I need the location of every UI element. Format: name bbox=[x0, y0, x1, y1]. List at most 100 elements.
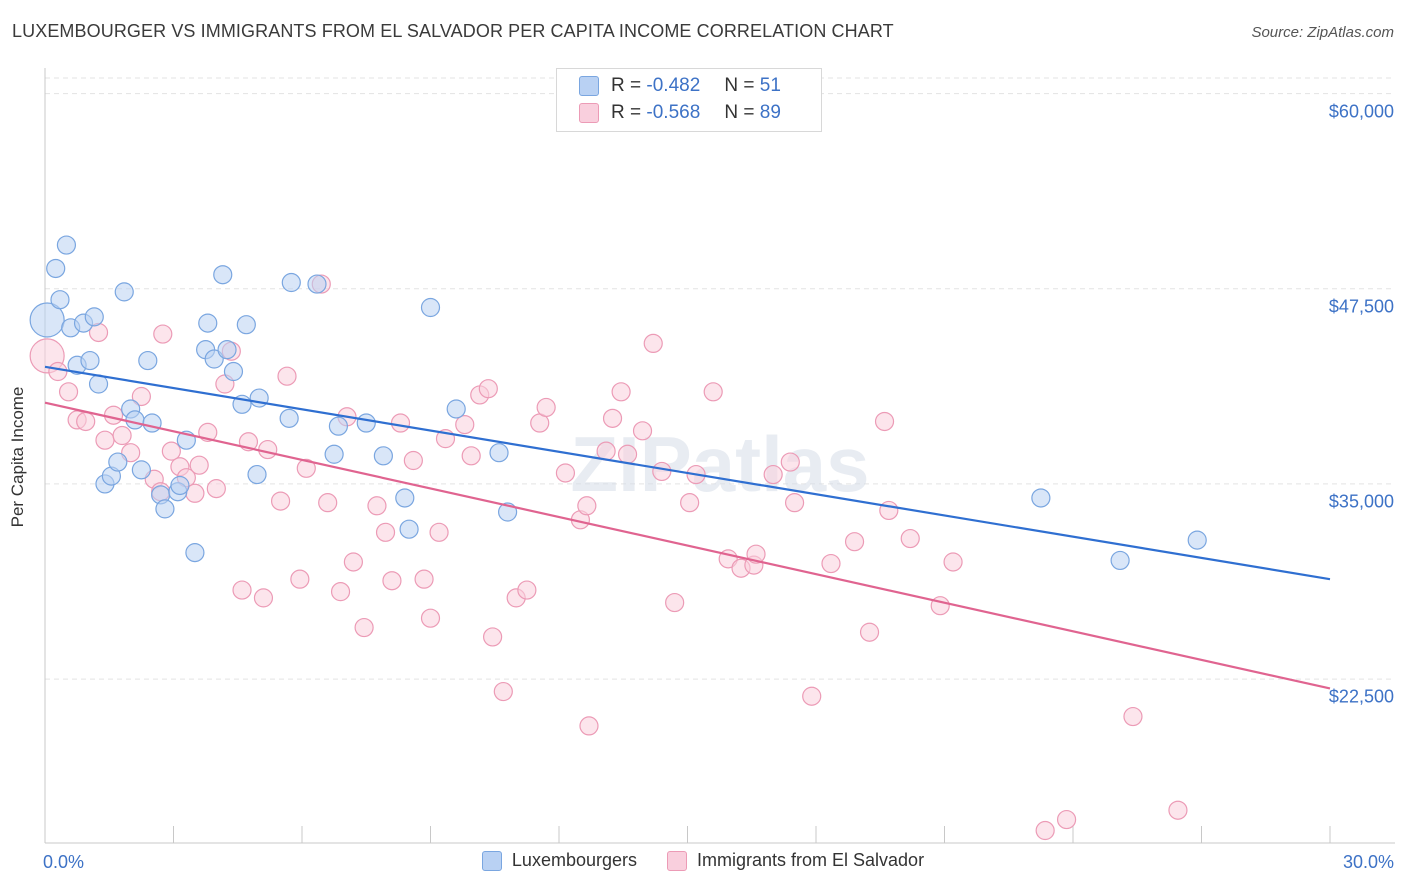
data-point bbox=[703, 382, 723, 402]
data-point bbox=[142, 413, 162, 433]
legend-item-luxembourgers[interactable]: Luxembourgers bbox=[481, 850, 637, 871]
data-point bbox=[185, 543, 205, 563]
watermark-text: ZIPatlas bbox=[570, 420, 869, 508]
legend-label: Immigrants from El Salvador bbox=[697, 850, 925, 870]
data-point bbox=[375, 522, 396, 542]
data-point bbox=[223, 361, 244, 382]
data-point bbox=[900, 528, 920, 549]
data-point bbox=[461, 446, 481, 466]
source-credit: Source: ZipAtlas.com bbox=[1251, 24, 1394, 41]
data-point bbox=[478, 379, 498, 399]
data-point bbox=[611, 382, 631, 402]
data-point bbox=[382, 571, 402, 591]
data-point bbox=[270, 491, 291, 511]
series-legend: Luxembourgers Immigrants from El Salvado… bbox=[0, 850, 1406, 871]
n-label: N = bbox=[724, 102, 755, 123]
legend-row-luxembourgers: R = -0.482 N = 51 bbox=[579, 74, 781, 98]
data-point bbox=[290, 569, 310, 589]
n-value: 89 bbox=[759, 102, 781, 123]
data-point bbox=[198, 313, 218, 333]
data-point bbox=[206, 479, 226, 499]
data-point bbox=[1187, 530, 1207, 550]
y-axis-label: Per Capita Income bbox=[8, 386, 27, 528]
data-point bbox=[420, 297, 441, 318]
data-point bbox=[108, 452, 128, 472]
data-point bbox=[318, 493, 338, 513]
data-point bbox=[48, 361, 68, 382]
data-point bbox=[125, 410, 145, 430]
n-value: 51 bbox=[759, 75, 781, 96]
data-point bbox=[213, 265, 233, 285]
data-point bbox=[446, 399, 466, 419]
legend-label: Luxembourgers bbox=[511, 850, 637, 870]
data-point bbox=[324, 444, 344, 464]
data-point bbox=[617, 444, 638, 464]
pink-swatch-icon bbox=[579, 103, 599, 123]
data-point bbox=[161, 441, 181, 461]
data-point bbox=[455, 414, 475, 435]
data-point bbox=[131, 386, 151, 407]
data-point bbox=[236, 315, 256, 335]
data-point bbox=[343, 552, 363, 572]
trend-line-luxembourgers bbox=[44, 365, 1331, 581]
data-point bbox=[76, 411, 96, 432]
data-point bbox=[1031, 488, 1051, 508]
data-point bbox=[217, 340, 237, 360]
series-luxembourgers bbox=[29, 235, 1207, 571]
legend-item-el-salvador[interactable]: Immigrants from El Salvador bbox=[667, 850, 924, 871]
data-point bbox=[296, 458, 316, 478]
data-point bbox=[1110, 550, 1130, 571]
data-point bbox=[373, 446, 393, 466]
data-point bbox=[632, 421, 653, 441]
data-point bbox=[121, 443, 141, 463]
data-point bbox=[489, 443, 509, 463]
data-point bbox=[155, 499, 175, 519]
y-tick-label: $35,000 bbox=[1328, 491, 1394, 512]
data-point bbox=[281, 272, 301, 293]
correlation-legend: R = -0.482 N = 51 R = -0.568 N = 89 bbox=[556, 68, 822, 132]
data-point bbox=[652, 461, 672, 482]
r-label: R = bbox=[611, 75, 642, 96]
data-point bbox=[277, 366, 297, 386]
data-point bbox=[643, 333, 663, 354]
series-immigrants-el-salvador bbox=[29, 274, 1188, 841]
r-value: -0.482 bbox=[646, 75, 701, 96]
r-label: R = bbox=[611, 102, 642, 123]
trend-line-el-salvador bbox=[44, 401, 1331, 690]
data-point bbox=[307, 274, 327, 294]
data-point bbox=[577, 496, 597, 516]
data-point bbox=[399, 519, 419, 539]
axes bbox=[44, 68, 1395, 844]
n-label: N = bbox=[724, 75, 755, 96]
pink-swatch-icon bbox=[667, 850, 687, 871]
data-point bbox=[114, 282, 134, 302]
data-point bbox=[579, 716, 599, 736]
data-point bbox=[665, 592, 685, 613]
x-tick-min: 0.0% bbox=[43, 852, 85, 872]
data-point bbox=[403, 450, 423, 471]
data-point bbox=[1035, 820, 1055, 841]
y-tick-label: $22,500 bbox=[1328, 686, 1394, 707]
data-point bbox=[58, 382, 79, 402]
data-point bbox=[367, 496, 387, 516]
data-point bbox=[330, 582, 351, 602]
data-point bbox=[131, 460, 151, 480]
data-point bbox=[943, 552, 963, 572]
data-point bbox=[279, 408, 299, 428]
data-point bbox=[56, 235, 77, 255]
data-point bbox=[356, 413, 376, 433]
data-point bbox=[189, 455, 209, 475]
data-point bbox=[555, 463, 576, 483]
data-point bbox=[746, 544, 766, 564]
data-point bbox=[29, 302, 65, 338]
y-tick-label: $47,500 bbox=[1328, 296, 1394, 317]
data-point bbox=[859, 622, 880, 642]
data-point bbox=[784, 493, 805, 513]
data-point bbox=[80, 350, 100, 371]
data-point bbox=[247, 464, 267, 485]
y-tick-label: $60,000 bbox=[1328, 101, 1394, 122]
data-point bbox=[253, 588, 274, 608]
data-point bbox=[170, 475, 190, 496]
data-point bbox=[1056, 809, 1077, 830]
data-point bbox=[680, 493, 700, 513]
